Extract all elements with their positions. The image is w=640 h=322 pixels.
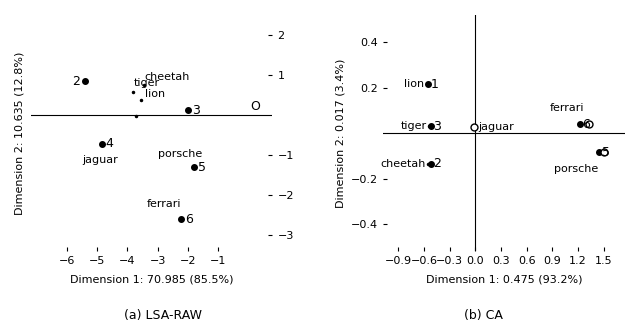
X-axis label: Dimension 1: 70.985 (85.5%): Dimension 1: 70.985 (85.5%): [70, 274, 233, 284]
Text: tiger: tiger: [134, 78, 160, 88]
Text: cheetah: cheetah: [380, 159, 426, 169]
Text: jaguar: jaguar: [82, 155, 118, 165]
Text: lion: lion: [404, 79, 424, 89]
Text: 2: 2: [72, 75, 81, 88]
Text: lion: lion: [145, 89, 164, 99]
Text: porsche: porsche: [554, 164, 598, 174]
Text: 5: 5: [602, 146, 610, 159]
Text: 4: 4: [106, 137, 113, 150]
Text: 3: 3: [433, 120, 442, 133]
Text: 2: 2: [433, 157, 442, 170]
Text: (b) CA: (b) CA: [464, 309, 502, 322]
Text: 6: 6: [582, 118, 590, 130]
Text: O: O: [250, 100, 260, 113]
Text: tiger: tiger: [401, 121, 427, 131]
X-axis label: Dimension 1: 0.475 (93.2%): Dimension 1: 0.475 (93.2%): [426, 274, 582, 284]
Text: ferrari: ferrari: [550, 103, 584, 113]
Text: jaguar: jaguar: [478, 122, 514, 132]
Text: 1: 1: [431, 78, 439, 91]
Text: 5: 5: [198, 161, 206, 174]
Text: ferrari: ferrari: [147, 199, 182, 209]
Text: (a) LSA-RAW: (a) LSA-RAW: [124, 309, 202, 322]
Y-axis label: Dimension 2: 10.635 (12.8%): Dimension 2: 10.635 (12.8%): [15, 52, 25, 215]
Y-axis label: Dimension 2: 0.017 (3.4%): Dimension 2: 0.017 (3.4%): [335, 59, 346, 208]
Text: cheetah: cheetah: [145, 72, 190, 82]
Text: 6: 6: [185, 213, 193, 226]
Text: porsche: porsche: [157, 149, 202, 159]
Text: 3: 3: [192, 104, 200, 117]
